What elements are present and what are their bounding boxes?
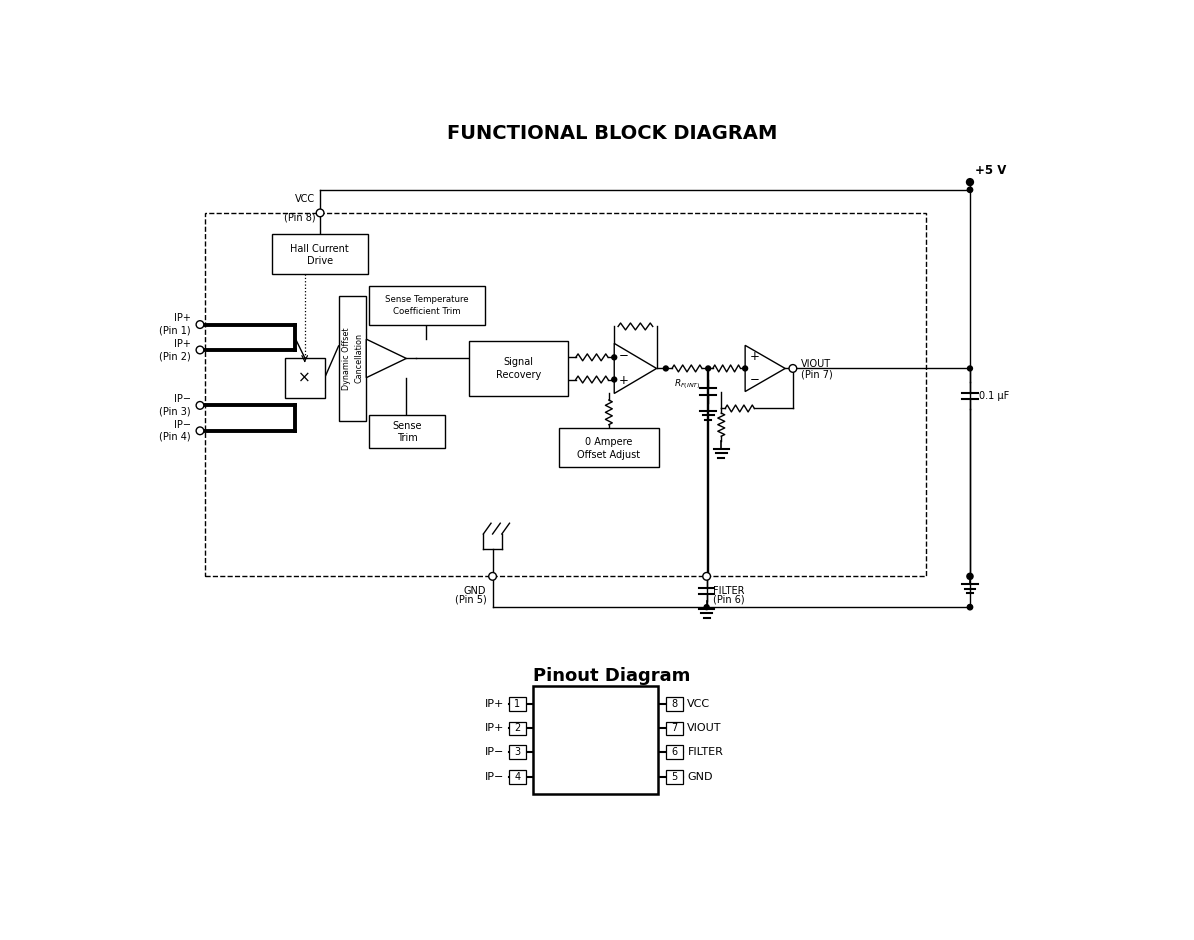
Polygon shape [367, 339, 406, 378]
Bar [204, 212, 927, 576]
Bar [666, 745, 683, 760]
Text: (Pin 1): (Pin 1) [159, 325, 191, 336]
Circle shape [488, 572, 497, 580]
Text: GND: GND [464, 586, 486, 596]
Bar [509, 770, 525, 784]
Text: IP−: IP− [174, 394, 191, 404]
Text: (Pin 6): (Pin 6) [713, 595, 744, 604]
Text: IP−: IP− [485, 772, 504, 782]
Text: Dynamic Offset
Cancellation: Dynamic Offset Cancellation [341, 327, 363, 390]
Circle shape [790, 366, 795, 371]
Bar [339, 296, 367, 421]
Text: 0.1 μF: 0.1 μF [979, 391, 1009, 400]
Text: 6: 6 [671, 747, 677, 758]
Text: Hall Current: Hall Current [290, 244, 349, 254]
Text: IP+: IP+ [485, 724, 504, 733]
Circle shape [967, 604, 973, 610]
Text: +5 V: +5 V [974, 164, 1007, 178]
Text: Offset Adjust: Offset Adjust [577, 449, 640, 460]
Text: (Pin 2): (Pin 2) [159, 352, 191, 361]
Text: GND: GND [688, 772, 713, 782]
Text: +: + [750, 351, 759, 364]
Bar [509, 722, 525, 735]
Bar [666, 770, 683, 784]
Text: 2: 2 [515, 724, 521, 733]
Bar [666, 697, 683, 711]
Circle shape [704, 604, 709, 610]
Circle shape [196, 321, 204, 328]
Text: VCC: VCC [688, 698, 710, 709]
Circle shape [967, 573, 973, 579]
Text: ×: × [298, 370, 312, 385]
Text: −: − [618, 350, 629, 363]
Text: 4: 4 [515, 772, 521, 782]
Text: Pinout Diagram: Pinout Diagram [534, 667, 690, 685]
Circle shape [966, 179, 973, 185]
Circle shape [611, 355, 616, 360]
Text: (Pin 5): (Pin 5) [455, 595, 486, 604]
Text: IP+: IP+ [174, 313, 191, 323]
Text: IP+: IP+ [174, 338, 191, 349]
Text: 5: 5 [671, 772, 677, 782]
Text: FILTER: FILTER [688, 747, 724, 758]
Circle shape [743, 366, 747, 371]
Text: (Pin 7): (Pin 7) [800, 369, 832, 380]
Bar [666, 722, 683, 735]
Text: VCC: VCC [295, 194, 315, 204]
Text: FUNCTIONAL BLOCK DIAGRAM: FUNCTIONAL BLOCK DIAGRAM [447, 124, 777, 143]
Bar [509, 697, 525, 711]
Text: (Pin 3): (Pin 3) [159, 407, 191, 416]
Bar [509, 745, 525, 760]
Text: $R_{F(INT)}$: $R_{F(INT)}$ [673, 378, 701, 391]
Circle shape [316, 209, 324, 217]
Bar [369, 415, 445, 447]
Text: Sense Temperature: Sense Temperature [386, 294, 469, 304]
Circle shape [789, 365, 796, 372]
Text: (Pin 4): (Pin 4) [159, 432, 191, 442]
Polygon shape [745, 345, 786, 392]
Text: Sense: Sense [393, 421, 421, 431]
Text: −: − [750, 373, 759, 386]
Bar [369, 286, 485, 324]
Text: Drive: Drive [307, 257, 333, 266]
Text: IP−: IP− [485, 747, 504, 758]
Text: FILTER: FILTER [713, 586, 744, 596]
Text: VIOUT: VIOUT [688, 724, 722, 733]
Circle shape [967, 187, 973, 193]
Circle shape [196, 427, 204, 434]
Text: Coefficient Trim: Coefficient Trim [393, 307, 461, 316]
Circle shape [664, 366, 669, 371]
Text: +: + [618, 374, 629, 387]
Text: VIOUT: VIOUT [800, 359, 831, 368]
Text: Trim: Trim [396, 432, 418, 443]
Text: 7: 7 [671, 724, 677, 733]
Circle shape [611, 377, 616, 382]
Circle shape [706, 366, 710, 371]
Text: 3: 3 [515, 747, 521, 758]
Bar [559, 429, 659, 467]
Polygon shape [614, 343, 657, 394]
Text: (Pin 8): (Pin 8) [284, 212, 315, 222]
Text: 0 Ampere: 0 Ampere [585, 436, 633, 446]
Circle shape [703, 572, 710, 580]
Text: 1: 1 [515, 698, 521, 709]
Bar [469, 340, 568, 396]
Text: IP+: IP+ [485, 698, 504, 709]
Bar [284, 357, 325, 398]
Circle shape [967, 366, 972, 371]
Bar [271, 234, 368, 274]
Text: IP−: IP− [174, 419, 191, 430]
Circle shape [196, 346, 204, 353]
Text: Recovery: Recovery [497, 369, 541, 380]
Bar [534, 686, 658, 794]
Text: 8: 8 [671, 698, 677, 709]
Circle shape [196, 401, 204, 409]
Text: Signal: Signal [504, 357, 534, 368]
